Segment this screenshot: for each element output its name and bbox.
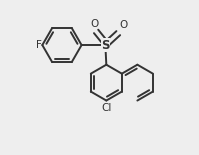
Text: O: O bbox=[91, 18, 99, 29]
Text: S: S bbox=[101, 39, 110, 52]
Text: O: O bbox=[120, 20, 128, 30]
Text: Cl: Cl bbox=[101, 103, 111, 113]
Text: F: F bbox=[36, 40, 42, 50]
